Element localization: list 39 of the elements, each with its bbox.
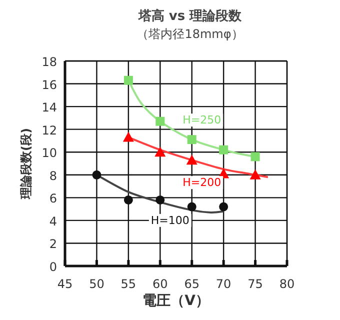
- point: [124, 195, 133, 204]
- x-tick-label: 65: [184, 277, 200, 291]
- y-tick-label: 10: [42, 146, 57, 160]
- y-tick-label: 12: [42, 123, 57, 138]
- x-axis-title: 電圧（V）: [142, 293, 210, 309]
- point: [92, 170, 102, 180]
- point: [156, 116, 165, 126]
- y-tick-label: 14: [42, 100, 57, 115]
- point: [186, 154, 198, 165]
- y-tick-label: 2: [49, 237, 57, 252]
- y-tick-label: 6: [49, 192, 57, 206]
- point: [187, 202, 196, 212]
- chart-subtitle: （塔内径18mmφ）: [136, 27, 244, 41]
- point: [124, 76, 133, 85]
- point: [250, 152, 260, 162]
- point: [187, 135, 196, 144]
- y-tick-label: 16: [42, 78, 57, 92]
- point: [154, 146, 166, 157]
- point: [250, 169, 261, 180]
- y-tick-label: 4: [49, 214, 57, 228]
- x-tick-label: 75: [248, 277, 263, 291]
- chart-title: 塔高 vs 理論段数: [137, 8, 243, 24]
- x-tick-label: 60: [152, 277, 168, 291]
- point: [219, 145, 228, 154]
- x-tick-label: 50: [89, 277, 104, 291]
- y-tick-label: 8: [49, 168, 57, 183]
- x-tick-label: 55: [120, 277, 136, 291]
- point: [156, 195, 165, 204]
- point: [122, 132, 134, 142]
- y-axis-title: 理論段数(段): [19, 128, 33, 200]
- series-label: H=250: [182, 114, 222, 127]
- x-tick-label: 45: [57, 277, 73, 291]
- series-label: H=200: [182, 176, 222, 190]
- y-tick-label: 18: [42, 55, 57, 69]
- x-tick-label: 70: [216, 277, 232, 291]
- y-tick-label: 0: [49, 260, 57, 274]
- point: [219, 202, 228, 212]
- series-label: H=100: [150, 214, 190, 227]
- x-tick-label: 80: [279, 277, 295, 291]
